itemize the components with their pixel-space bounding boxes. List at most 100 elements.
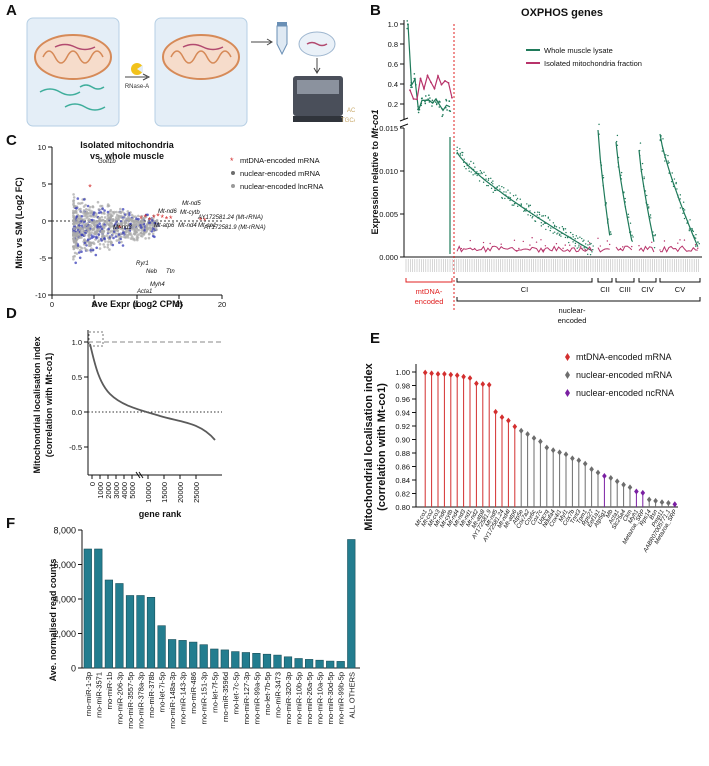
b-point bbox=[462, 151, 464, 154]
b-point bbox=[540, 239, 542, 241]
b-group-label-mtdna-1: mtDNA- bbox=[416, 287, 443, 296]
e-marker bbox=[512, 423, 518, 430]
f-category-label: rno-miR-127-3p bbox=[242, 672, 251, 725]
c-point bbox=[100, 231, 103, 234]
b-point bbox=[549, 219, 551, 221]
b-point bbox=[645, 194, 648, 197]
c-point bbox=[127, 222, 130, 226]
c-point bbox=[119, 207, 122, 211]
c-point bbox=[72, 239, 76, 242]
c-point bbox=[101, 207, 104, 210]
c-point bbox=[82, 212, 85, 215]
c-point bbox=[148, 217, 151, 221]
b-point bbox=[424, 102, 427, 105]
d-xtick: 4000 bbox=[120, 482, 129, 499]
c-point bbox=[72, 217, 76, 220]
b-point bbox=[683, 239, 686, 241]
c-point bbox=[83, 214, 86, 218]
f-bar bbox=[347, 539, 356, 669]
b-point bbox=[410, 86, 412, 89]
b-group-label: CIII bbox=[619, 285, 631, 294]
b-point bbox=[487, 177, 490, 180]
f-category-label: rno-miR-3557-5p bbox=[126, 672, 135, 729]
b-point bbox=[590, 242, 592, 245]
c-point bbox=[107, 240, 110, 243]
c-mt-point: * bbox=[156, 212, 160, 222]
b-point bbox=[591, 251, 593, 253]
b-ytick-lower: 0.000 bbox=[379, 253, 398, 262]
b-point bbox=[643, 176, 645, 178]
f-category-label: rno-let-7b-5p bbox=[263, 672, 272, 715]
c-point bbox=[125, 230, 128, 234]
f-category-label: rno-miR-99a-5p bbox=[252, 672, 261, 725]
f-category-label: rno-miR-10b-5p bbox=[295, 672, 304, 725]
c-point bbox=[123, 224, 127, 227]
c-point bbox=[80, 210, 83, 214]
f-ytick: 2,000 bbox=[53, 629, 76, 639]
c-ytick: 5 bbox=[42, 180, 46, 189]
b-point bbox=[679, 198, 681, 200]
c-point bbox=[107, 227, 110, 231]
b-point bbox=[592, 245, 594, 247]
e-ytick: 0.84 bbox=[395, 476, 410, 485]
c-point bbox=[97, 240, 100, 243]
c-point bbox=[72, 231, 76, 234]
f-ytick: 0 bbox=[71, 664, 76, 674]
c-point bbox=[146, 213, 149, 217]
c-point bbox=[73, 251, 77, 255]
f-category-label: rno-miR-486 bbox=[189, 672, 198, 714]
c-point bbox=[127, 215, 130, 219]
b-ytick-upper: 0.4 bbox=[388, 80, 398, 89]
b-point bbox=[456, 149, 458, 152]
b-point bbox=[694, 244, 697, 246]
c-point bbox=[141, 235, 144, 238]
c-point bbox=[83, 218, 86, 221]
b-point bbox=[683, 209, 686, 211]
c-point bbox=[72, 196, 76, 199]
e-marker bbox=[659, 499, 665, 506]
e-marker bbox=[608, 474, 614, 481]
c-point bbox=[97, 229, 100, 232]
b-point bbox=[489, 242, 491, 245]
f-bar bbox=[326, 660, 335, 669]
c-point bbox=[122, 218, 125, 221]
b-point bbox=[695, 233, 697, 236]
b-point bbox=[663, 240, 666, 242]
panel-d-rank-plot: Mitochondrial localisation index (correl… bbox=[32, 330, 222, 519]
c-point bbox=[103, 216, 107, 219]
b-line-whole bbox=[615, 141, 633, 242]
b-point bbox=[667, 160, 669, 162]
f-category-label: rno-miR-30d-5p bbox=[326, 672, 335, 725]
b-point bbox=[610, 233, 612, 236]
b-point bbox=[668, 161, 670, 164]
legend-e-nu-marker bbox=[565, 371, 570, 379]
f-bar bbox=[294, 658, 303, 669]
c-point bbox=[99, 225, 102, 228]
b-point bbox=[597, 237, 599, 240]
c-point bbox=[117, 233, 121, 236]
b-nuclear-bracket bbox=[456, 297, 701, 302]
b-point bbox=[578, 246, 580, 248]
c-point bbox=[153, 221, 157, 225]
b-point bbox=[647, 207, 650, 209]
b-point bbox=[552, 232, 554, 234]
c-point bbox=[121, 244, 125, 247]
b-point bbox=[513, 204, 515, 206]
e-marker bbox=[627, 484, 633, 491]
c-point bbox=[114, 219, 117, 222]
f-category-label: rno-miR-148a-3p bbox=[168, 672, 177, 729]
b-point bbox=[481, 172, 483, 175]
c-point bbox=[74, 246, 78, 249]
c-point bbox=[133, 233, 137, 236]
b-point bbox=[641, 162, 644, 165]
b-point bbox=[511, 204, 513, 206]
c-point bbox=[145, 227, 148, 230]
c-point bbox=[108, 217, 112, 221]
f-bar bbox=[252, 653, 261, 669]
c-mt-point: * bbox=[139, 214, 143, 224]
panel-e-ylabel-2: (correlation with Mt-co1) bbox=[376, 383, 388, 511]
b-point bbox=[638, 245, 640, 247]
e-marker bbox=[576, 457, 582, 464]
b-point bbox=[482, 241, 485, 244]
c-point bbox=[85, 226, 89, 230]
